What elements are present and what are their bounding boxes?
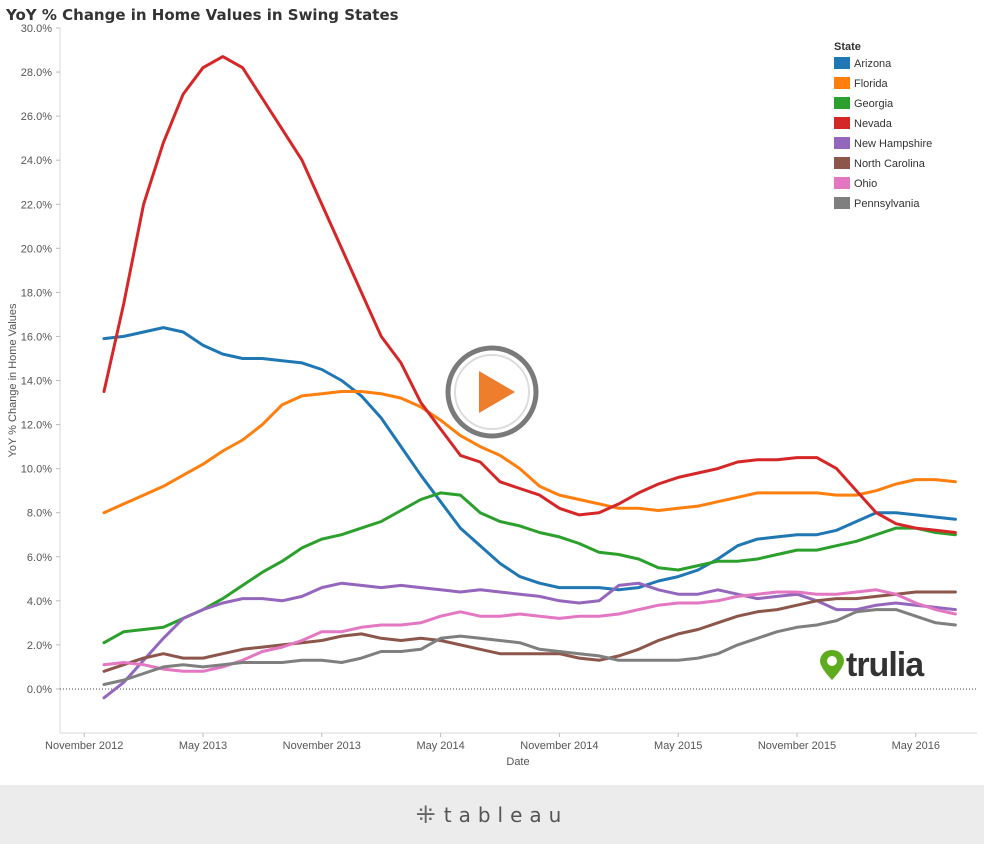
footer-bar: ⁜ tableau [0,785,984,844]
series-line-georgia [102,491,957,645]
play-icon [445,345,539,439]
y-tick-label: 4.0% [27,596,52,608]
y-tick-label: 6.0% [27,552,52,564]
series-lines [102,55,957,700]
play-button[interactable] [443,343,541,441]
series-line-nevada [102,55,957,534]
x-tick-label: November 2015 [758,740,836,752]
legend-swatch [834,77,850,89]
y-tick-label: 28.0% [21,67,52,79]
legend-label: Arizona [854,58,892,70]
legend-label: Georgia [854,98,894,110]
y-tick-label: 10.0% [21,464,52,476]
legend-swatch [834,57,850,69]
x-tick-label: May 2013 [179,740,227,752]
tableau-cross-icon: ⁜ [415,800,436,829]
series-line-new-hampshire [102,581,957,700]
chart: 0.0% 2.0% 4.0% 6.0% 8.0% 10.0% 12.0% 14.0% 16.0%… [7,23,977,768]
trulia-watermark: trulia [810,646,950,684]
legend-swatch [834,97,850,109]
y-tick-label: 16.0% [21,331,52,343]
tableau-logo[interactable]: ⁜ tableau [0,785,984,844]
legend-swatch [834,117,850,129]
y-tick-label: 0.0% [27,684,52,696]
legend-label: Florida [854,78,889,90]
legend-swatch [834,157,850,169]
legend-swatch [834,177,850,189]
y-axis-title: YoY % Change in Home Values [7,303,19,457]
tableau-wordmark: tableau [443,802,569,827]
legend-label: North Carolina [854,158,926,170]
x-tick-label: May 2014 [416,740,464,752]
legend-swatch [834,197,850,209]
series-line-north-carolina [102,590,957,673]
x-tick-label: November 2013 [283,740,361,752]
legend-label: Ohio [854,178,877,190]
y-tick-label: 30.0% [21,23,52,35]
y-tick-label: 12.0% [21,420,52,432]
map-pin-icon [820,650,844,680]
axes: 0.0% 2.0% 4.0% 6.0% 8.0% 10.0% 12.0% 14.0% 16.0%… [7,23,977,768]
series-line-ohio [102,588,957,673]
x-tick-label: November 2014 [520,740,598,752]
x-tick-label: May 2016 [892,740,940,752]
legend-label: Nevada [854,118,893,130]
y-tick-label: 20.0% [21,243,52,255]
y-tick-label: 18.0% [21,287,52,299]
y-tick-label: 26.0% [21,111,52,123]
trulia-wordmark: trulia [846,646,924,684]
x-tick-label: May 2015 [654,740,702,752]
x-axis-title: Date [506,756,529,768]
series-line-arizona [102,326,957,592]
y-tick-label: 22.0% [21,199,52,211]
series-line-florida [102,390,957,515]
x-tick-label: November 2012 [45,740,123,752]
legend-label: New Hampshire [854,138,932,150]
legend-label: Pennsylvania [854,198,920,210]
y-tick-label: 24.0% [21,155,52,167]
series-line-pennsylvania [102,608,957,686]
y-tick-label: 8.0% [27,508,52,520]
legend-swatch [834,137,850,149]
legend-title: State [834,41,861,53]
legend: State Arizona Florida Georgia Nevada New Hamp… [834,41,932,210]
chart-title: YoY % Change in Home Values in Swing Sta… [6,6,399,24]
y-tick-label: 2.0% [27,640,52,652]
y-tick-label: 14.0% [21,376,52,388]
